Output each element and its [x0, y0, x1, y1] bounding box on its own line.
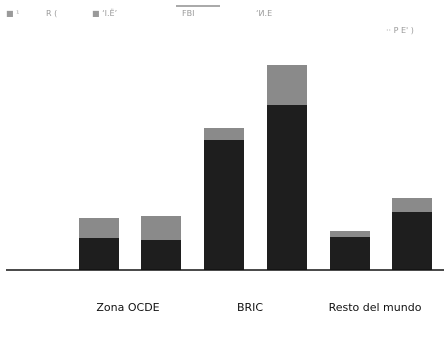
bar-6-segment-2: [392, 198, 432, 212]
corner-fragment: ·· P E' ): [386, 26, 414, 35]
header-fragment-1: ■ ¹: [6, 9, 19, 18]
header-fragments: ■ ¹ R ( ■ ‘І.Ё’ FBI ‘И.Е ·· P E' ): [6, 8, 414, 35]
bar-3-segment-1: [204, 140, 244, 270]
group-label-bric: BRIC: [237, 301, 263, 314]
header-fragment-3: ■ ‘І.Ё’: [92, 8, 117, 18]
bars-layer: [79, 65, 432, 270]
group-label-ocde: Zona OCDE: [96, 301, 159, 314]
group-label-resto: Resto del mundo: [329, 301, 422, 314]
header-fragment-2: R (: [46, 9, 57, 18]
bar-2-segment-2: [141, 216, 181, 240]
header-fragment-5: ‘И.Е: [256, 9, 272, 18]
bar-4-segment-1: [267, 105, 307, 270]
bar-1-segment-2: [79, 218, 119, 238]
bar-1-segment-1: [79, 238, 119, 270]
bar-5-segment-1: [330, 237, 370, 270]
group-labels: Zona OCDE BRIC Resto del mundo: [96, 301, 421, 314]
bar-6-segment-1: [392, 212, 432, 270]
header-fragment-4: FBI: [182, 9, 194, 18]
bar-5-segment-2: [330, 231, 370, 237]
bar-3-segment-2: [204, 128, 244, 140]
bar-4-segment-2: [267, 65, 307, 105]
bar-2-segment-1: [141, 240, 181, 270]
